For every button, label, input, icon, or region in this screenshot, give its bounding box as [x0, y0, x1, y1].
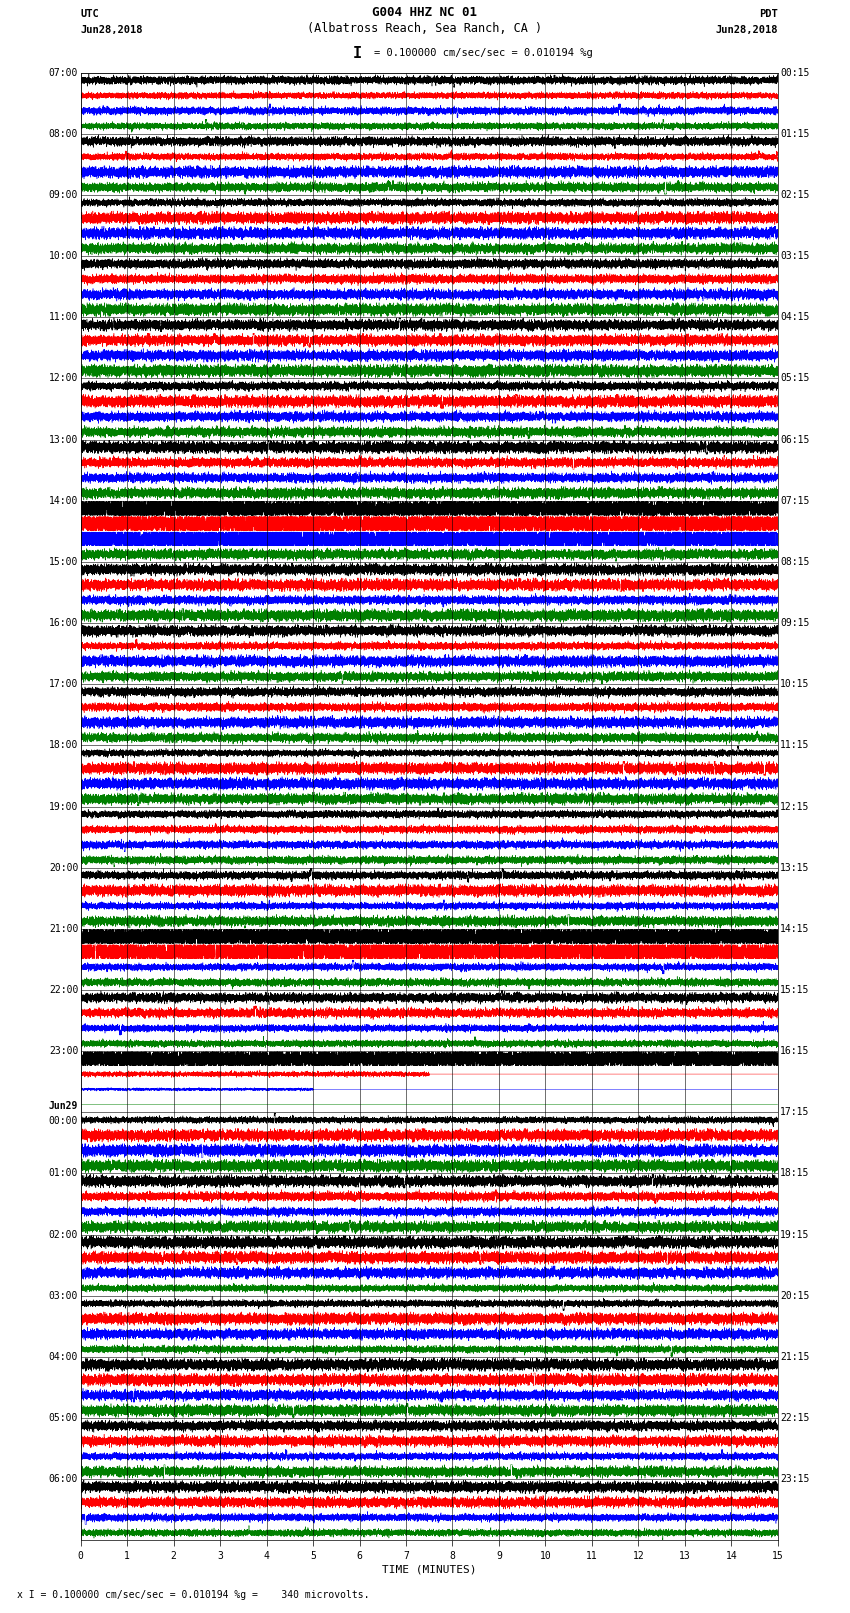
- Text: 05:00: 05:00: [48, 1413, 78, 1423]
- Text: 23:15: 23:15: [780, 1474, 810, 1484]
- Text: UTC: UTC: [81, 10, 99, 19]
- Text: 12:00: 12:00: [48, 373, 78, 384]
- Text: 13:15: 13:15: [780, 863, 810, 873]
- Text: 17:00: 17:00: [48, 679, 78, 689]
- Text: 11:15: 11:15: [780, 740, 810, 750]
- Text: 11:00: 11:00: [48, 313, 78, 323]
- Text: 09:00: 09:00: [48, 190, 78, 200]
- Text: 01:15: 01:15: [780, 129, 810, 139]
- Text: Jun29: Jun29: [48, 1100, 78, 1111]
- Text: 12:15: 12:15: [780, 802, 810, 811]
- Text: (Albatross Reach, Sea Ranch, CA ): (Albatross Reach, Sea Ranch, CA ): [308, 23, 542, 35]
- Text: 03:00: 03:00: [48, 1290, 78, 1300]
- Text: 13:00: 13:00: [48, 434, 78, 445]
- Text: G004 HHZ NC 01: G004 HHZ NC 01: [372, 6, 478, 19]
- Text: 01:00: 01:00: [48, 1168, 78, 1179]
- Text: 02:00: 02:00: [48, 1229, 78, 1240]
- Text: 07:00: 07:00: [48, 68, 78, 77]
- Text: 06:15: 06:15: [780, 434, 810, 445]
- Text: = 0.100000 cm/sec/sec = 0.010194 %g: = 0.100000 cm/sec/sec = 0.010194 %g: [374, 48, 592, 58]
- Text: 04:15: 04:15: [780, 313, 810, 323]
- Text: 05:15: 05:15: [780, 373, 810, 384]
- Text: PDT: PDT: [759, 10, 778, 19]
- Text: 06:00: 06:00: [48, 1474, 78, 1484]
- Text: 10:00: 10:00: [48, 252, 78, 261]
- Text: 21:15: 21:15: [780, 1352, 810, 1361]
- Text: 09:15: 09:15: [780, 618, 810, 627]
- Text: 15:15: 15:15: [780, 986, 810, 995]
- Text: 17:15: 17:15: [780, 1107, 810, 1118]
- X-axis label: TIME (MINUTES): TIME (MINUTES): [382, 1565, 477, 1574]
- Text: 16:00: 16:00: [48, 618, 78, 627]
- Text: 02:15: 02:15: [780, 190, 810, 200]
- Text: 00:15: 00:15: [780, 68, 810, 77]
- Text: 19:00: 19:00: [48, 802, 78, 811]
- Text: 20:15: 20:15: [780, 1290, 810, 1300]
- Text: x I = 0.100000 cm/sec/sec = 0.010194 %g =    340 microvolts.: x I = 0.100000 cm/sec/sec = 0.010194 %g …: [17, 1590, 370, 1600]
- Text: 22:00: 22:00: [48, 986, 78, 995]
- Text: 08:15: 08:15: [780, 556, 810, 566]
- Text: 07:15: 07:15: [780, 495, 810, 506]
- Text: Jun28,2018: Jun28,2018: [715, 26, 778, 35]
- Text: 14:15: 14:15: [780, 924, 810, 934]
- Text: 22:15: 22:15: [780, 1413, 810, 1423]
- Text: 19:15: 19:15: [780, 1229, 810, 1240]
- Text: 18:00: 18:00: [48, 740, 78, 750]
- Text: 10:15: 10:15: [780, 679, 810, 689]
- Text: 00:00: 00:00: [48, 1116, 78, 1126]
- Text: Jun28,2018: Jun28,2018: [81, 26, 144, 35]
- Text: 15:00: 15:00: [48, 556, 78, 566]
- Text: 04:00: 04:00: [48, 1352, 78, 1361]
- Text: 21:00: 21:00: [48, 924, 78, 934]
- Text: 03:15: 03:15: [780, 252, 810, 261]
- Text: 23:00: 23:00: [48, 1047, 78, 1057]
- Text: 18:15: 18:15: [780, 1168, 810, 1179]
- Text: 14:00: 14:00: [48, 495, 78, 506]
- Text: I: I: [353, 45, 361, 61]
- Text: 20:00: 20:00: [48, 863, 78, 873]
- Text: 08:00: 08:00: [48, 129, 78, 139]
- Text: 16:15: 16:15: [780, 1047, 810, 1057]
